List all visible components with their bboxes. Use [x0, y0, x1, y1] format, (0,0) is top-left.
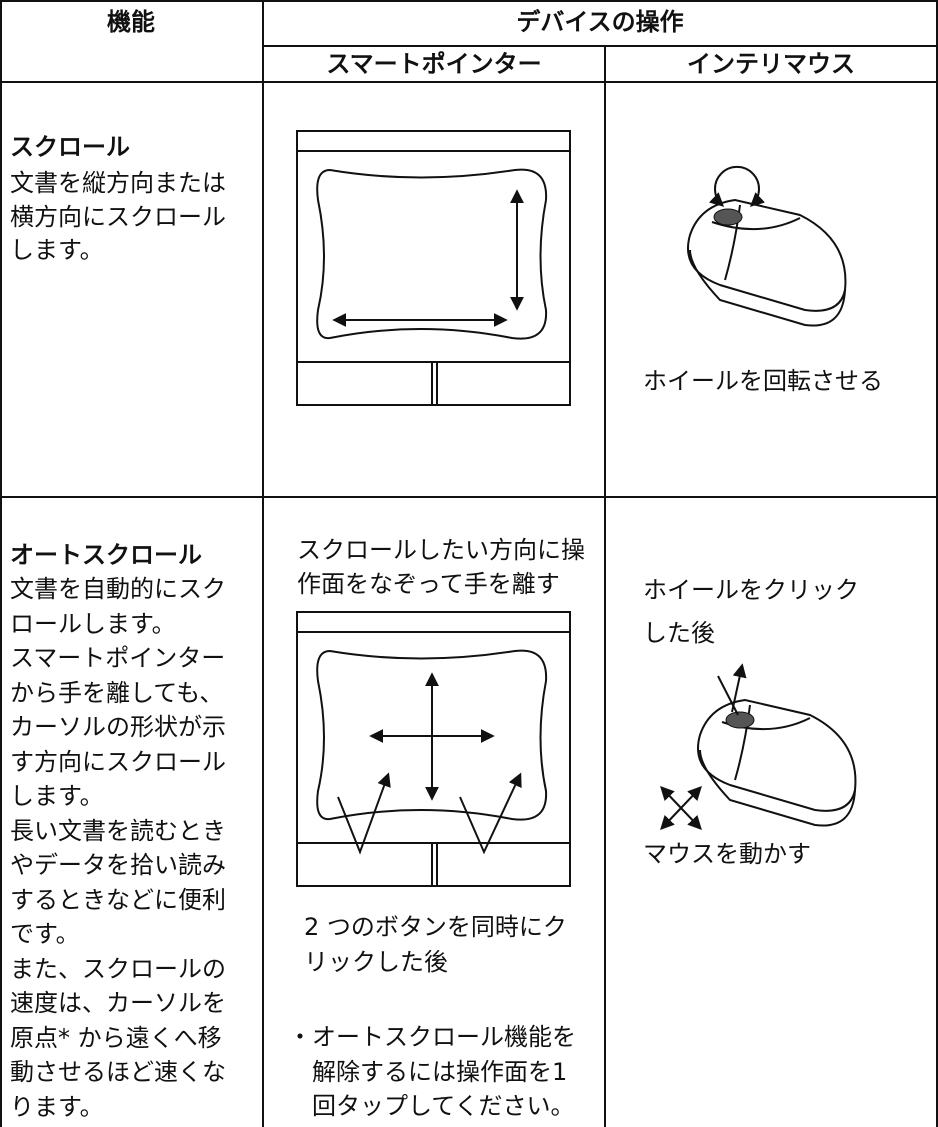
description-line: 文書を縦方向または — [10, 169, 226, 197]
description-line: 長い文書を読むとき — [10, 816, 226, 845]
touchpad-autoscroll — [296, 611, 571, 887]
instruction-line: した後 — [643, 619, 715, 647]
instruction-line: スクロールしたい方向に操 — [297, 536, 585, 564]
caption-line: マウスを動かす — [643, 840, 811, 868]
instruction-line: 作面をなぞって手を離す — [297, 570, 560, 598]
description-line: 文書を自動的にスク — [10, 575, 226, 603]
caption-line: 2 つのボタンを同時にク — [304, 913, 567, 941]
note-line: 解除するには操作面を1 — [312, 1057, 568, 1086]
mouse-autoscroll — [660, 663, 857, 831]
description-line: す方向にスクロール — [10, 747, 226, 776]
row-title: オートスクロール — [10, 541, 202, 569]
description-line: 速度は、カーソルを — [10, 989, 226, 1017]
description-line: 原点* から遠くへ移 — [10, 1023, 222, 1052]
touchpad-scroll — [296, 130, 571, 406]
description-line: やデータを拾い読み — [10, 851, 226, 879]
header-device-ops: デバイスの操作 — [516, 8, 684, 36]
description-line: カーソルの形状が示 — [10, 713, 226, 741]
header-function: 機能 — [107, 8, 155, 36]
description-line: から手を離しても、 — [10, 678, 224, 707]
instruction-line: ホイールをクリック — [643, 576, 859, 604]
mouse-scroll — [687, 165, 847, 327]
description-line: するときなどに便利 — [10, 885, 226, 914]
description-line: ります。 — [10, 1092, 104, 1121]
row-title: スクロール — [10, 133, 130, 161]
description-line: ロールします。 — [10, 609, 176, 638]
caption-line: リックした後 — [304, 948, 448, 976]
header-intellimouse: インテリマウス — [687, 50, 855, 78]
description-line: します。 — [10, 782, 104, 810]
caption-line: ホイールを回転させる — [643, 367, 883, 395]
note-line: 回タップしてください。 — [312, 1092, 575, 1120]
description-line: また、スクロールの — [10, 954, 226, 983]
description-line: 動させるほど速くな — [10, 1058, 226, 1086]
description-line: 横方向にスクロール — [10, 202, 226, 231]
header-smart-pointer: スマートポインター — [326, 50, 542, 78]
description-line: します。 — [10, 236, 104, 264]
description-line: スマートポインター — [10, 644, 226, 672]
description-line: です。 — [10, 920, 80, 948]
note-line: ・オートスクロール機能を — [288, 1023, 576, 1051]
